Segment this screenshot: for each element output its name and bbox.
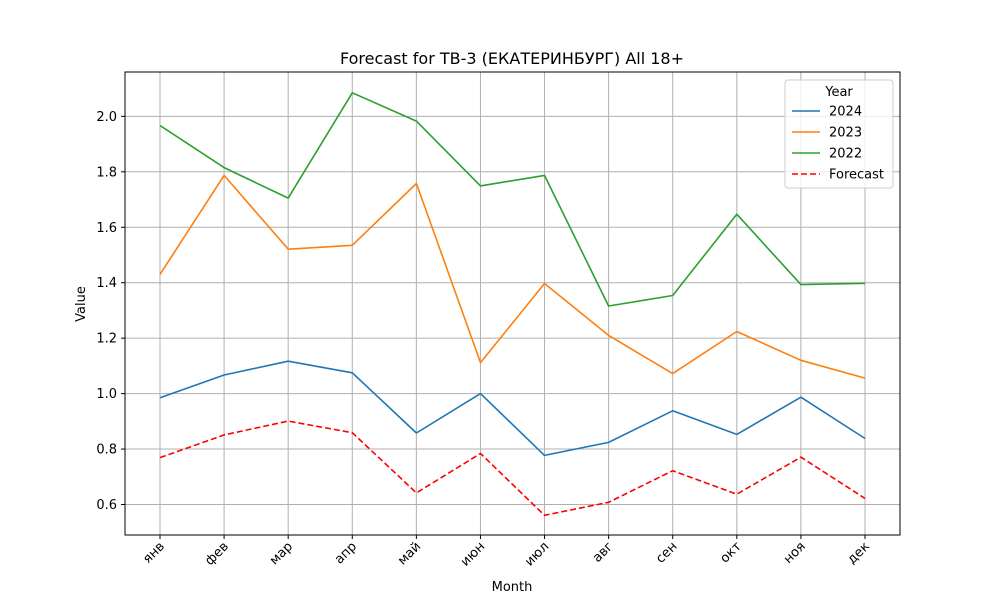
x-tick-label: янв	[140, 539, 168, 567]
y-tick-label: 0.8	[96, 443, 117, 458]
y-tick-label: 1.8	[96, 165, 117, 180]
x-axis-ticks: янв фев мар апр май июн июл авг сен окт ноя дек	[140, 535, 873, 570]
legend-label-2022: 2022	[829, 147, 862, 162]
series-lines	[159, 92, 866, 517]
y-tick-label: 1.0	[96, 387, 117, 402]
x-tick-label: ноя	[781, 539, 809, 567]
grid	[125, 72, 900, 535]
x-tick-label: апр	[332, 539, 360, 567]
legend-title: Year	[824, 85, 853, 100]
x-tick-label: фев	[202, 539, 232, 569]
y-tick-label: 1.4	[96, 276, 117, 291]
legend: Year 2024 2023 2022 Forecast	[784, 79, 894, 189]
chart-title: Forecast for ТВ-3 (ЕКАТЕРИНБУРГ) All 18+	[340, 49, 684, 68]
x-tick-label: авг	[590, 539, 617, 566]
x-tick-label: сен	[653, 539, 680, 566]
y-tick-label: 1.6	[96, 221, 117, 236]
y-tick-label: 2.0	[96, 110, 117, 125]
legend-label-2024: 2024	[829, 105, 862, 120]
y-axis-title: Value	[74, 286, 89, 322]
legend-items: 2024 2023 2022 Forecast	[792, 105, 884, 183]
series-line-2024	[159, 360, 866, 457]
x-axis-title: Month	[492, 580, 533, 595]
x-tick-label: дек	[845, 539, 873, 567]
y-tick-label: 0.6	[96, 498, 117, 513]
x-tick-label: июл	[522, 539, 552, 569]
x-tick-label: мар	[267, 539, 296, 568]
legend-box	[784, 79, 894, 189]
series-line-forecast	[159, 420, 866, 517]
x-tick-label: май	[395, 539, 424, 568]
y-tick-label: 1.2	[96, 332, 117, 347]
series-line-2023	[159, 174, 866, 379]
series-line-2022	[159, 92, 866, 307]
x-tick-label: окт	[718, 539, 745, 566]
x-tick-label: июн	[458, 539, 488, 569]
legend-label-forecast: Forecast	[829, 168, 884, 183]
legend-label-2023: 2023	[829, 126, 862, 141]
y-axis-ticks: 0.6 0.8 1.0 1.2 1.4 1.6 1.8 2.0	[96, 110, 125, 513]
plot-area-frame	[124, 71, 901, 536]
